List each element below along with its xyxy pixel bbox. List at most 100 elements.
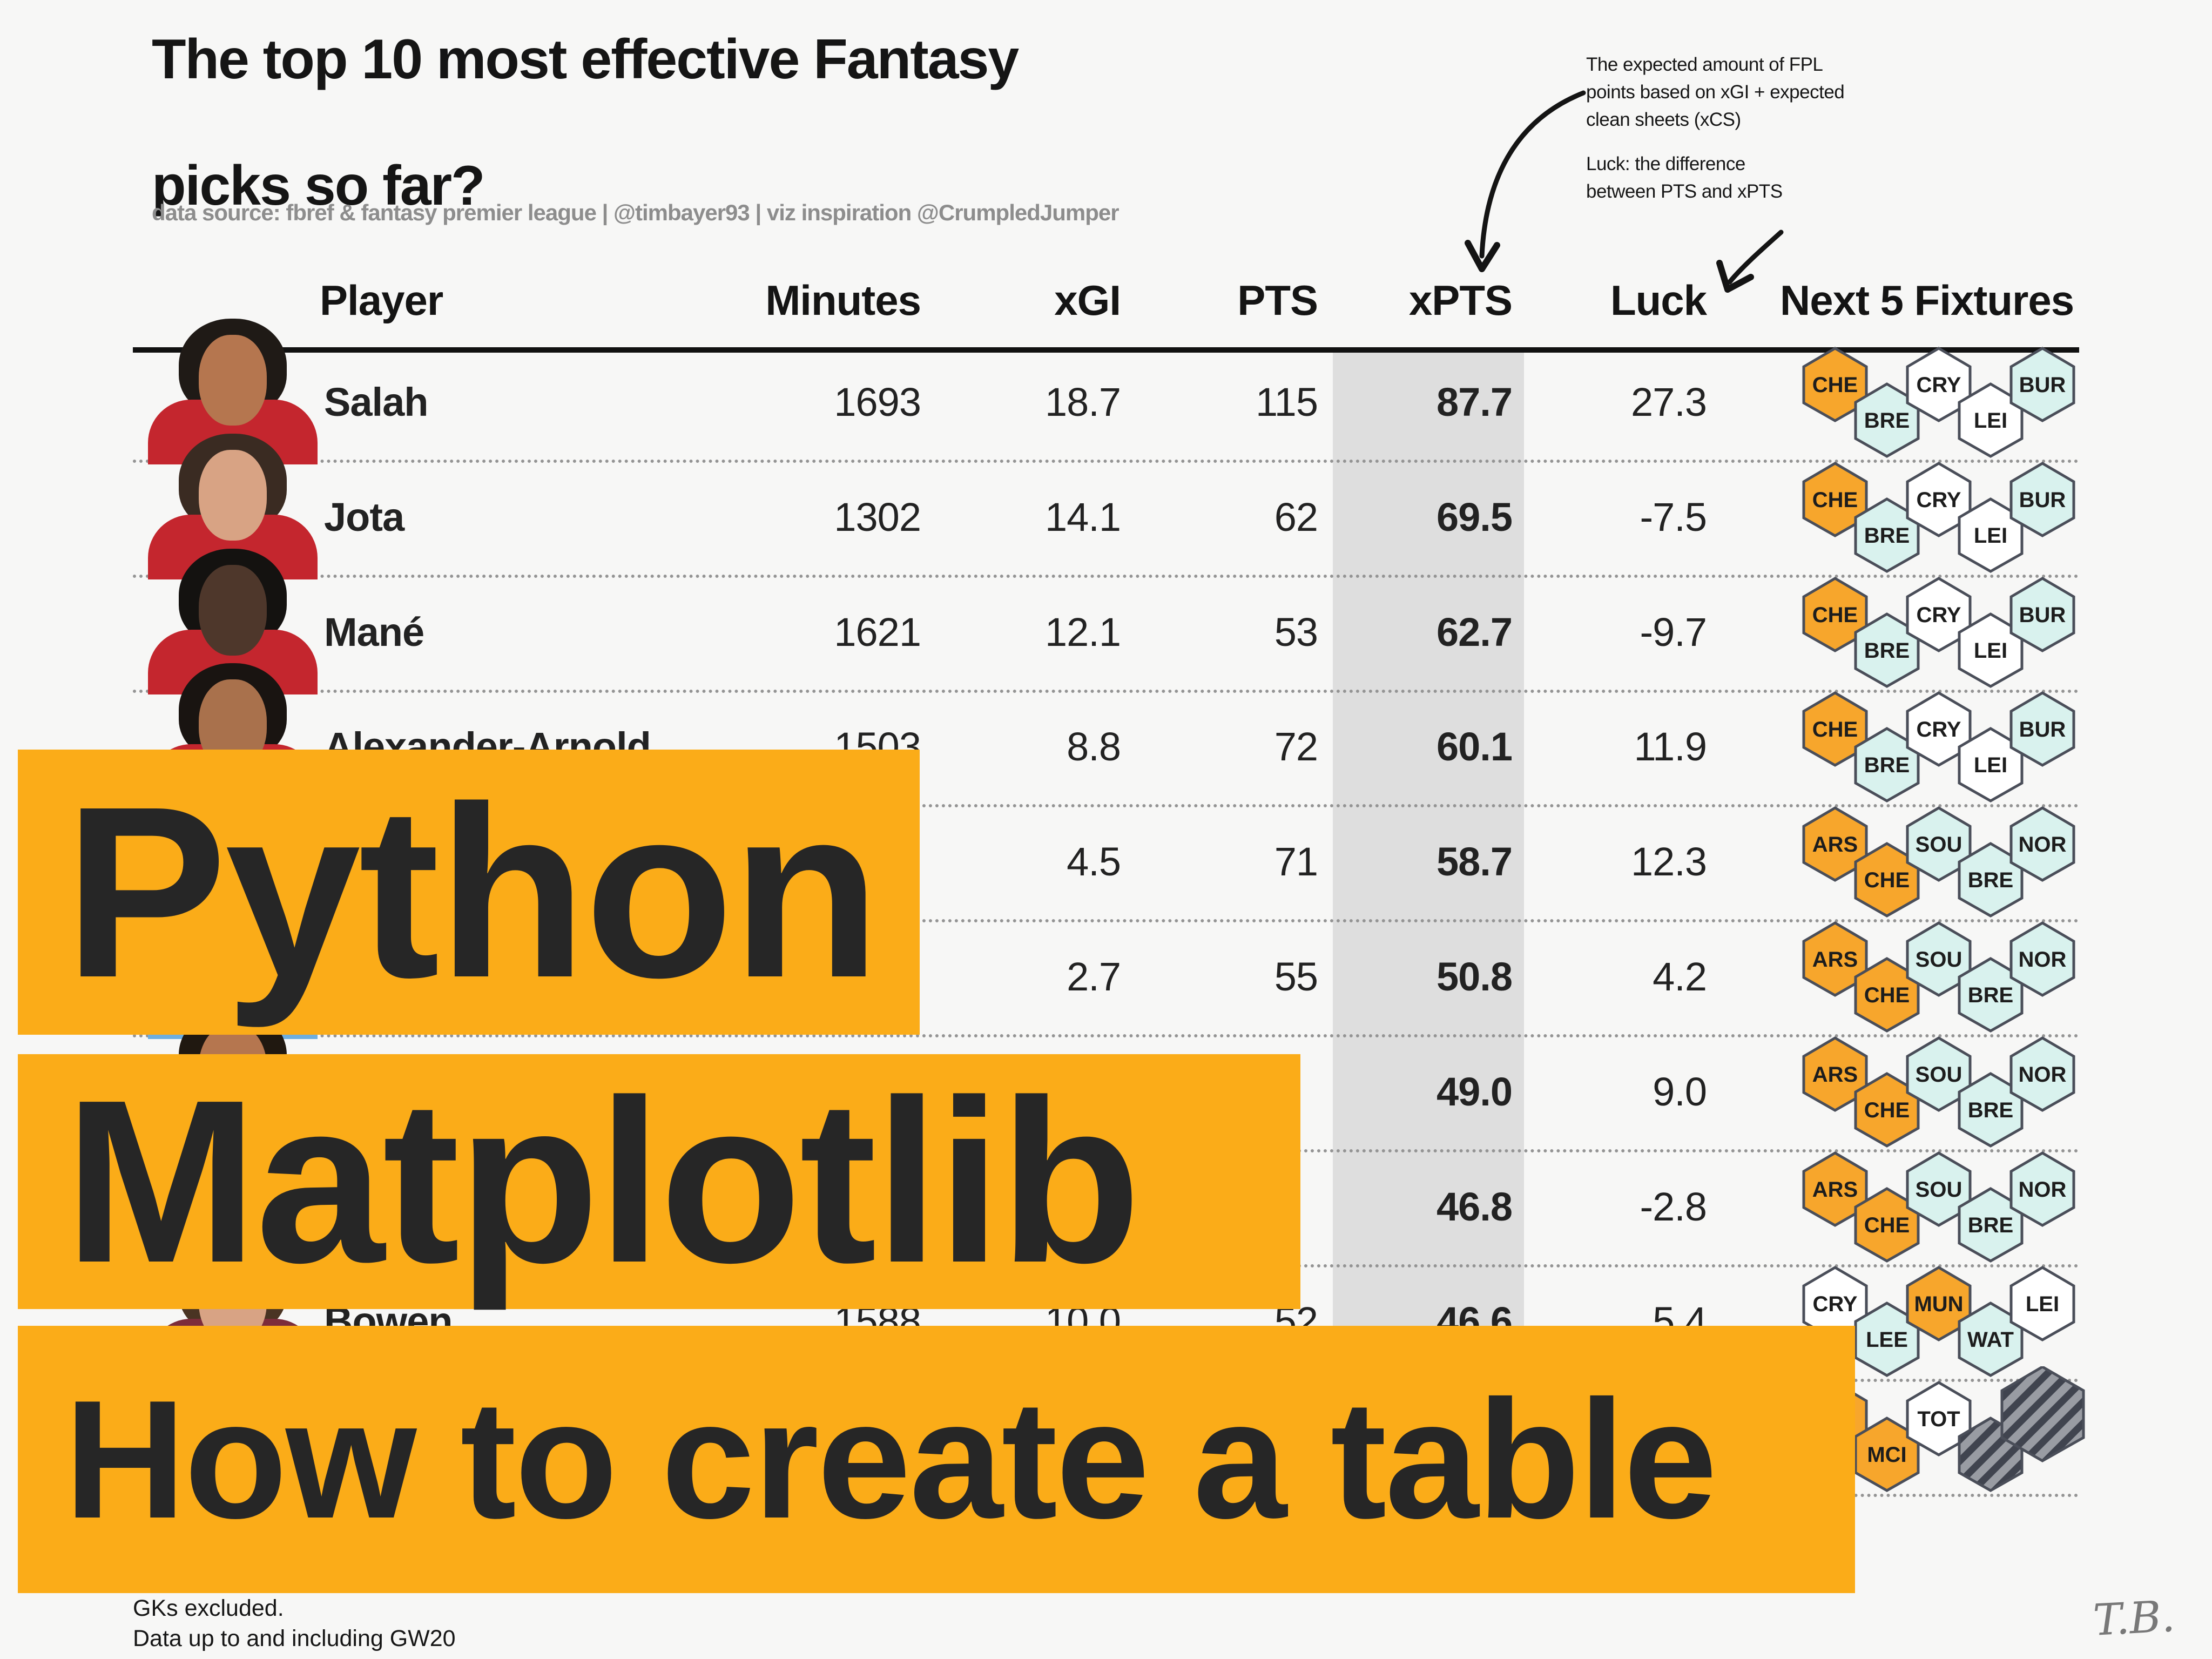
xpts-value: 62.7 — [1436, 610, 1513, 655]
player-name: Jota — [324, 495, 404, 539]
row-separator — [133, 690, 2079, 693]
fixture-code: SOU — [1916, 1178, 1963, 1202]
fixture-hex — [1906, 691, 1972, 767]
page-title: The top 10 most effective Fantasy picks … — [152, 28, 1019, 218]
footnote: GKs excluded. Data up to and including G… — [133, 1593, 456, 1654]
luck-value: 4.2 — [1653, 954, 1707, 999]
fixture-hex — [1906, 1381, 1972, 1456]
column-header-xpts: xPTS — [1408, 276, 1513, 324]
fixture-code: BRE — [1864, 639, 1910, 663]
fixture-code: BRE — [1864, 524, 1910, 548]
luck-value: 11.9 — [1634, 724, 1707, 769]
fixture-code: BRE — [1968, 983, 2013, 1007]
fixture-code: NOR — [2019, 948, 2067, 972]
fixture-code: NOR — [2019, 1063, 2067, 1087]
row-separator — [133, 1034, 2079, 1037]
fixture-code: SOU — [1916, 1063, 1963, 1087]
fixture-code: BUR — [2019, 718, 2066, 741]
fixture-hex — [1802, 806, 1868, 882]
fixture-code: BUR — [2019, 488, 2066, 512]
xpts-value: 46.8 — [1436, 1184, 1513, 1229]
player-name: Mané — [324, 610, 424, 655]
fixture-code: CHE — [1864, 983, 1910, 1007]
fixture-hex — [1906, 1151, 1972, 1227]
fixture-code: CHE — [1864, 1098, 1910, 1122]
player-photo — [148, 434, 318, 579]
fixture-hex — [1906, 1266, 1972, 1341]
column-header-xgi: xGI — [1054, 276, 1121, 324]
pts-value: 53 — [1274, 610, 1318, 655]
fixture-code: CHE — [1812, 718, 1858, 741]
xpts-value: 69.5 — [1436, 495, 1513, 539]
xpts-value: 87.7 — [1436, 380, 1513, 424]
fixture-code: LEI — [1974, 524, 2007, 548]
fixture-code: BRE — [1968, 1098, 2013, 1122]
fixture-hex — [1906, 921, 1972, 997]
xgi-value: 12.1 — [1044, 610, 1121, 655]
luck-value: -2.8 — [1640, 1184, 1707, 1229]
fixture-code: CRY — [1917, 718, 1961, 741]
fixture-hex — [2009, 806, 2075, 882]
fixture-code: CHE — [1812, 373, 1858, 397]
banner-python: Python — [18, 750, 920, 1035]
fixture-hex — [1906, 347, 1972, 422]
pts-value: 115 — [1256, 380, 1318, 424]
xpts-highlight-band — [1333, 353, 1524, 1498]
minutes-value: 1693 — [834, 380, 921, 424]
fixture-code: NOR — [2019, 833, 2067, 857]
data-source-credit: data source: fbref & fantasy premier lea… — [152, 200, 1120, 225]
xgi-value: 18.7 — [1044, 380, 1121, 424]
luck-value: -9.7 — [1640, 610, 1707, 655]
fixture-hex — [1802, 921, 1868, 997]
title-line2: picks so far? — [152, 154, 485, 217]
column-header-player: Player — [320, 276, 443, 324]
fixture-code: SOU — [1916, 948, 1963, 972]
avatar-face — [199, 450, 267, 541]
luck-value: -7.5 — [1640, 495, 1707, 539]
fixture-code: CRY — [1813, 1292, 1858, 1316]
header-rule — [133, 347, 2079, 353]
fixture-code: NOR — [2019, 1178, 2067, 1202]
arrowhead-luck-icon — [1716, 260, 1754, 293]
xgi-value: 14.1 — [1044, 495, 1121, 539]
fixture-hex — [1906, 462, 1972, 537]
minutes-value: 1621 — [834, 610, 921, 655]
fixture-code: CHE — [1864, 1213, 1910, 1237]
avatar-face — [199, 335, 267, 426]
footnote-line2: Data up to and including GW20 — [133, 1626, 456, 1651]
player-photo — [148, 549, 318, 694]
fixture-hex — [1802, 347, 1868, 422]
pts-value: 72 — [1274, 724, 1318, 769]
pts-value: 71 — [1274, 839, 1318, 884]
xpts-annotation: The expected amount of FPL points based … — [1586, 54, 1845, 130]
fixture-code: ARS — [1812, 833, 1858, 857]
fixture-code: CRY — [1917, 488, 1961, 512]
arrow-to-xpts-icon — [1479, 90, 1586, 259]
arrow-to-luck-icon — [1727, 230, 1784, 285]
fixture-hex — [1906, 806, 1972, 882]
fixture-code: CHE — [1864, 868, 1910, 892]
fixture-code: BRE — [1968, 868, 2013, 892]
row-separator — [133, 460, 2079, 463]
fixture-hex — [2009, 462, 2075, 537]
fixture-hex — [1802, 462, 1868, 537]
arrowhead-xpts-icon — [1465, 240, 1500, 272]
banner-how-to-create-a-table: How to create a table — [18, 1326, 1855, 1593]
fixture-code: CRY — [1917, 603, 1961, 627]
fixture-code: SOU — [1916, 833, 1963, 857]
fixture-code: MUN — [1914, 1292, 1963, 1316]
luck-annotation: Luck: the difference between PTS and xPT… — [1586, 153, 1783, 202]
avatar-face — [199, 565, 267, 656]
fixture-hex — [1802, 1151, 1868, 1227]
fixture-hex — [1906, 577, 1972, 652]
fixture-code: LEI — [1974, 639, 2007, 663]
banner-matplotlib: Matplotlib — [18, 1054, 1300, 1309]
fixture-code: BRE — [1864, 753, 1910, 777]
